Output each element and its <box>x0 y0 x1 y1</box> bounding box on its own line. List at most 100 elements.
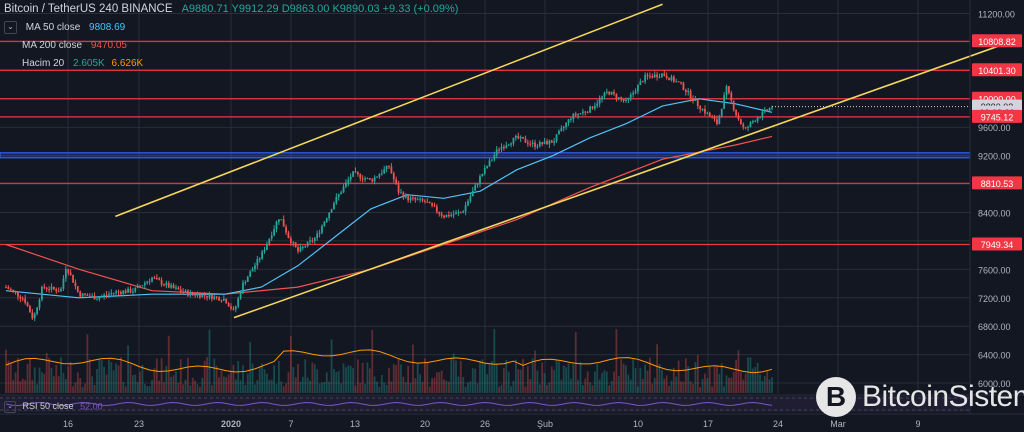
indicator-value: 2.605K <box>73 58 105 69</box>
volume-bar <box>534 350 536 393</box>
candle-body <box>754 121 757 123</box>
indicator-ma200[interactable]: MA 200 close 9470.05 <box>4 40 127 51</box>
candle-body <box>447 214 450 217</box>
volume-bar <box>739 372 742 393</box>
volume-bar <box>639 367 642 393</box>
candle-body <box>7 287 10 289</box>
volume-bar <box>491 361 493 393</box>
volume-bar <box>263 369 266 393</box>
volume-bar <box>766 371 769 393</box>
volume-bar <box>431 378 433 393</box>
volume-bar <box>69 362 72 393</box>
volume-bar <box>660 369 663 393</box>
volume-bar <box>354 385 357 393</box>
candle-body <box>318 232 321 234</box>
volume-bar <box>512 380 515 393</box>
volume-bar <box>699 386 702 393</box>
candle-body <box>249 271 252 277</box>
candle-body <box>148 281 151 283</box>
candle-body <box>555 134 558 142</box>
collapse-chevron-icon[interactable]: ⌄ <box>4 401 16 413</box>
volume-bar <box>471 368 474 393</box>
candle-body <box>438 211 441 214</box>
volume-bar <box>177 382 180 393</box>
candle-body <box>285 226 287 233</box>
volume-bar <box>450 357 453 393</box>
volume-bar <box>620 359 623 393</box>
candle-body <box>31 312 34 319</box>
price-tick-label: 9600.00 <box>978 123 1011 133</box>
volume-bar <box>627 374 630 393</box>
candle-body <box>677 81 680 83</box>
time-axis[interactable]: 16 23 2020 7 13 20 26 Şub 10 17 24 Mar 9 <box>0 413 1024 429</box>
volume-bar <box>646 370 649 393</box>
volume-bar <box>277 360 280 393</box>
volume-bar <box>131 375 134 393</box>
volume-bar <box>579 362 582 393</box>
collapse-chevron-icon[interactable]: ⌄ <box>4 21 17 34</box>
candle-body <box>407 195 410 201</box>
volume-bar <box>67 366 70 393</box>
volume-bar <box>658 363 661 393</box>
volume-bar <box>270 379 273 393</box>
candle-body <box>234 306 237 310</box>
candle-body <box>103 294 106 297</box>
indicator-volume[interactable]: Hacim 20 2.605K 6.626K <box>4 58 143 69</box>
candle-body <box>62 278 65 289</box>
symbol-title[interactable]: Bitcoin / TetherUS 240 BINANCE <box>4 3 173 15</box>
volume-bar <box>213 358 216 393</box>
candle-body <box>55 289 58 292</box>
candle-body <box>117 291 120 293</box>
volume-bar <box>668 385 670 393</box>
candle-body <box>153 277 156 279</box>
candle-body <box>388 165 390 167</box>
volume-bar <box>294 377 297 393</box>
volume-bar <box>407 365 410 393</box>
candle-body <box>26 302 29 307</box>
candle-body <box>175 287 177 289</box>
candle-body <box>316 233 319 239</box>
volume-bar <box>751 368 754 393</box>
volume-bar <box>479 360 481 393</box>
candle-body <box>771 107 773 109</box>
volume-bar <box>562 365 565 393</box>
indicator-ma50[interactable]: ⌄ MA 50 close 9808.69 <box>4 21 125 34</box>
volume-bar <box>17 357 19 393</box>
rsi-legend[interactable]: ⌄ RSI 50 close 52.00 <box>4 401 103 413</box>
candle-body <box>462 211 465 213</box>
candle-body <box>19 296 22 299</box>
candle-body <box>41 286 43 300</box>
volume-bar <box>696 355 699 393</box>
candle-body <box>64 269 67 279</box>
candle-body <box>268 238 271 244</box>
candle-body <box>706 112 709 114</box>
candle-body <box>672 76 675 82</box>
price-tag-box <box>972 109 1022 123</box>
volume-bar <box>160 358 163 393</box>
volume-bar <box>546 385 548 393</box>
candle-body <box>546 141 548 145</box>
volume-bar <box>333 368 335 393</box>
volume-bar <box>656 344 658 393</box>
indicator-name: Hacim 20 <box>22 58 65 69</box>
support-band <box>0 152 971 159</box>
candle-body <box>589 106 591 113</box>
volume-bar <box>593 371 596 393</box>
volume-bar <box>589 382 591 393</box>
candle-body <box>433 205 436 207</box>
candle-body <box>100 296 103 298</box>
candle-body <box>325 218 328 222</box>
volume-bar <box>694 361 697 393</box>
volume-bar <box>567 363 570 393</box>
volume-bar <box>708 366 711 393</box>
volume-bar <box>581 384 584 393</box>
candle-body <box>340 192 343 195</box>
candle-body <box>517 135 520 139</box>
candle-body <box>266 243 268 250</box>
volume-bar <box>289 336 292 393</box>
candle-body <box>596 103 599 106</box>
volume-bar <box>215 365 218 393</box>
candle-body <box>625 99 627 101</box>
price-tick-label: 11200.00 <box>978 10 1015 20</box>
